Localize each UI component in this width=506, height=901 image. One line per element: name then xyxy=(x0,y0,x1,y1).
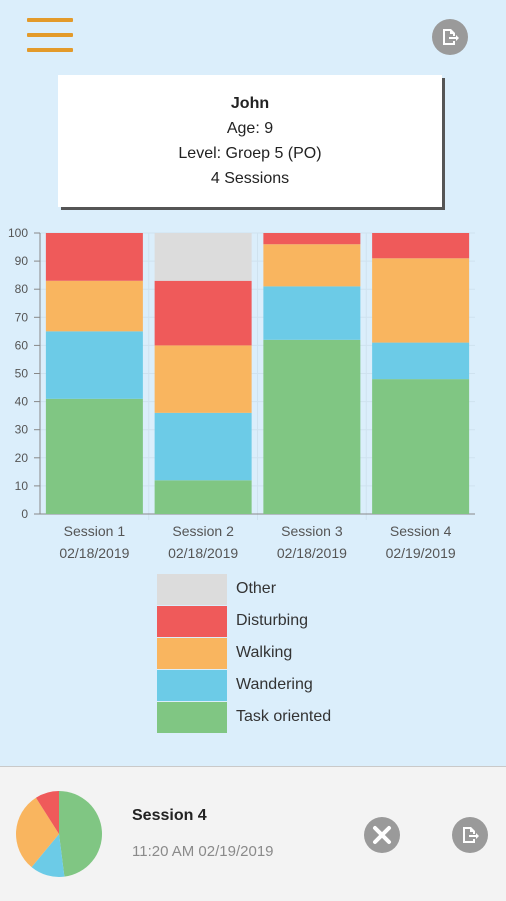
session-stacked-bar-chart: 0 10 20 30 40 50 60 70 80 90 100 Session 1 02/18/201… xyxy=(8,226,475,561)
bar-segment-walking[interactable] xyxy=(45,280,143,332)
bar-segment-task-oriented[interactable] xyxy=(45,398,143,514)
y-tick-label: 0 xyxy=(21,507,28,521)
x-tick-label: Session 3 xyxy=(281,523,343,539)
bar-segment-wandering[interactable] xyxy=(372,342,470,380)
legend-label: Other xyxy=(236,580,277,597)
legend-swatch xyxy=(157,605,227,637)
pie-slice-wandering xyxy=(31,834,65,877)
export-icon xyxy=(443,29,459,45)
y-tick-label: 100 xyxy=(8,226,28,240)
session-export-button[interactable] xyxy=(452,817,488,853)
x-tick-label: 02/18/2019 xyxy=(168,545,238,561)
x-tick-label: 02/19/2019 xyxy=(386,545,456,561)
pie-slice-task-oriented xyxy=(59,791,103,877)
x-tick-label: Session 2 xyxy=(172,523,234,539)
student-profile-card: John Age: 9 Level: Groep 5 (PO) 4 Sessio… xyxy=(58,75,442,207)
x-tick-label: Session 4 xyxy=(390,523,452,539)
y-tick-label: 80 xyxy=(15,282,29,296)
legend-item-wandering: Wandering xyxy=(157,669,331,701)
legend-label: Task oriented xyxy=(236,708,332,725)
export-icon xyxy=(463,827,479,843)
y-tick-label: 60 xyxy=(15,338,29,352)
y-tick-label: 70 xyxy=(15,310,29,324)
bar-segment-disturbing[interactable] xyxy=(45,233,143,281)
hamburger-icon-line xyxy=(27,33,73,37)
legend-item-task-oriented: Task oriented xyxy=(157,701,331,733)
bar-segment-task-oriented[interactable] xyxy=(154,480,252,514)
student-level: Level: Groep 5 (PO) xyxy=(178,145,322,162)
legend-swatch xyxy=(157,637,227,669)
legend-label: Wandering xyxy=(236,676,313,693)
session-count: 4 Sessions xyxy=(210,170,290,187)
legend-swatch xyxy=(157,573,227,605)
selected-session-bar[interactable]: Session 4 11:20 AM 02/19/2019 xyxy=(0,766,506,901)
legend-swatch xyxy=(157,701,227,733)
chart-legend: Other Disturbing Walking Wandering Task orie… xyxy=(157,573,331,733)
y-tick-label: 30 xyxy=(15,423,29,437)
student-name: John xyxy=(230,95,270,112)
bar-segment-wandering[interactable] xyxy=(263,286,361,340)
bar-segment-disturbing[interactable] xyxy=(372,233,470,259)
bar-segment-walking[interactable] xyxy=(154,345,252,413)
legend-item-disturbing: Disturbing xyxy=(157,605,331,637)
selected-session-title: Session 4 xyxy=(132,807,207,824)
pie-slice-disturbing xyxy=(35,791,59,834)
hamburger-icon-line xyxy=(27,48,73,52)
selected-session-time: 11:20 AM 02/19/2019 xyxy=(132,843,274,860)
legend-swatch xyxy=(157,669,227,701)
x-tick-label: 02/18/2019 xyxy=(59,545,129,561)
bar-segment-task-oriented[interactable] xyxy=(372,379,470,514)
y-tick-label: 20 xyxy=(15,451,29,465)
hamburger-icon-line xyxy=(27,18,73,22)
bar-segment-task-oriented[interactable] xyxy=(263,339,361,514)
legend-label: Disturbing xyxy=(236,612,309,629)
bar-segment-walking[interactable] xyxy=(372,258,470,343)
export-button[interactable] xyxy=(432,19,468,55)
y-tick-label: 50 xyxy=(15,367,29,381)
student-age: Age: 9 xyxy=(226,120,274,137)
y-tick-label: 90 xyxy=(15,254,29,268)
legend-item-walking: Walking xyxy=(157,637,331,669)
bar-segment-other[interactable] xyxy=(154,233,252,281)
y-tick-label: 10 xyxy=(15,479,29,493)
menu-button[interactable] xyxy=(27,18,75,56)
close-button[interactable] xyxy=(364,817,400,853)
bar-segment-wandering[interactable] xyxy=(45,331,143,399)
x-tick-label: Session 1 xyxy=(64,523,126,539)
bar-segment-disturbing[interactable] xyxy=(154,280,252,346)
bar-segment-disturbing[interactable] xyxy=(263,233,361,245)
close-icon xyxy=(373,826,391,844)
pie-slice-walking xyxy=(15,797,59,868)
bar-segment-wandering[interactable] xyxy=(154,412,252,481)
legend-label: Walking xyxy=(236,644,293,661)
bar-segment-walking[interactable] xyxy=(263,244,361,287)
legend-item-other: Other xyxy=(157,573,331,605)
y-tick-label: 40 xyxy=(15,395,29,409)
session-pie-chart xyxy=(15,791,103,877)
x-tick-label: 02/18/2019 xyxy=(277,545,347,561)
